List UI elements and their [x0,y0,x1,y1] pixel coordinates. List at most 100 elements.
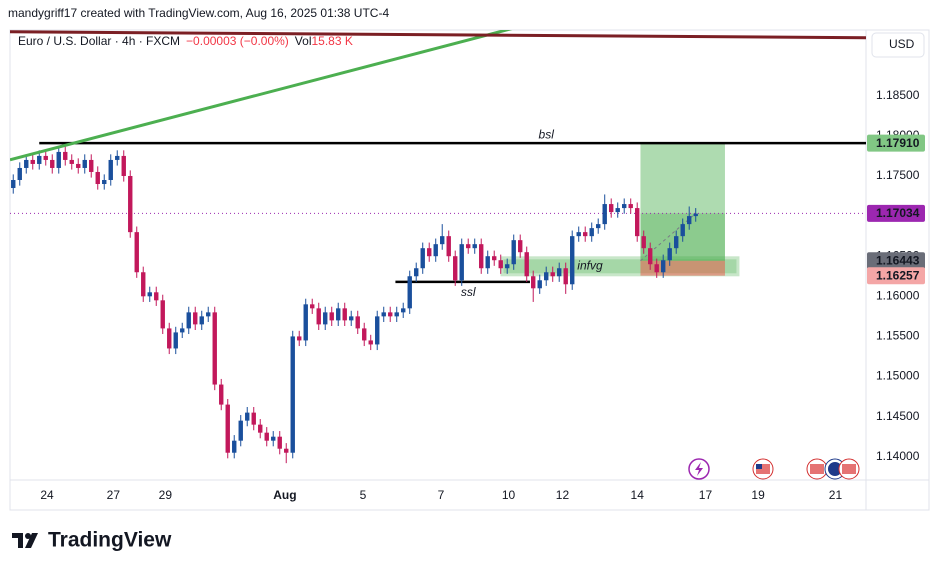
level-label: bsl [539,127,555,141]
candle-body [134,232,139,273]
candle-body [141,272,146,297]
candle-body [453,256,458,281]
candle-body [167,328,172,349]
candle-body [680,224,685,237]
candle-body [76,163,81,168]
candle-body [206,312,211,317]
candle-body [511,240,516,265]
candle-body [102,180,107,185]
price-label: 1.16443 [876,253,920,267]
candle-body [160,300,165,329]
y-tick-label: 1.15500 [876,329,920,343]
candle-body [407,276,412,309]
candle-body [459,244,464,281]
price-label: 1.17910 [876,136,920,150]
x-tick-label: 17 [699,488,713,502]
candle-body [121,155,126,176]
candle-body [154,292,159,301]
candle-body [342,308,347,321]
level-label: ssl [461,285,476,299]
candle-body [212,312,217,385]
candle-body [251,412,256,425]
candle-body [687,216,692,225]
candle-body [329,312,334,321]
candle-body [43,155,48,160]
candle-body [602,204,607,225]
candle-body [641,236,646,249]
candle-body [128,175,133,233]
candle-body [537,280,542,289]
candle-body [258,424,263,433]
candle-body [693,213,698,217]
candle-body [622,204,627,209]
candle-body [368,340,373,345]
candle-body [115,155,120,160]
candle-body [349,316,354,321]
candle-body [628,204,633,209]
candle-body [24,159,29,168]
candle-body [303,304,308,341]
candle-body [277,436,282,449]
candle-body [563,268,568,285]
candle-body [498,260,503,269]
candle-body [50,159,55,168]
x-tick-label: 21 [829,488,843,502]
stop-zone [640,260,725,276]
brand: TradingView [48,529,172,552]
change: −0.00003 (−0.00%) [186,34,289,48]
currency-box[interactable] [871,32,925,58]
candle-body [63,151,68,160]
trendline [10,30,513,162]
candle-body [589,228,594,237]
candle-body [381,312,386,317]
candle-body [524,252,529,277]
candle-body [11,180,16,189]
candle-body [355,316,360,329]
candle-body [479,244,484,269]
candle-body [180,328,185,333]
candle-body [336,308,341,321]
x-tick-label: 7 [438,488,445,502]
candle-body [576,232,581,237]
candle-body [95,171,100,185]
price-label-bg [867,204,925,222]
candle-body [284,448,289,453]
candle-body [674,236,679,249]
candle-body [420,248,425,269]
candle-body [173,332,178,349]
candle-body [388,312,393,317]
x-tick-label: 24 [40,488,54,502]
candle-body [401,308,406,313]
price-label: 1.17034 [876,206,920,220]
candle-body [225,404,230,453]
candle-body [56,151,61,168]
symbol: Euro / U.S. Dollar · 4h · FXCM [18,34,180,48]
price-label-bg [867,267,925,285]
candle-body [310,304,315,309]
price-label: 1.16257 [876,268,920,282]
zone-label: infvg [577,258,603,272]
frame [9,29,930,511]
candle-body [232,440,237,453]
candle-body [466,244,471,249]
y-tick-label: 1.15000 [876,369,920,383]
candle-body [505,264,510,269]
candle-body [375,316,380,345]
x-tick-label: 10 [502,488,516,502]
y-tick-label: 1.14000 [876,449,920,463]
candle-body [193,312,198,325]
candle-body [440,236,445,245]
candle-body [199,316,204,325]
candle-body [667,248,672,261]
candle-body [186,312,191,329]
overlay: 1.185001.180001.175001.165001.160001.155… [40,88,925,502]
y-tick-label: 1.16000 [876,288,920,302]
volume-label: Vol [295,34,312,48]
candle-body [323,312,328,325]
candle-body [37,155,42,164]
candle-body [583,232,588,237]
y-tick-label: 1.18500 [876,88,920,102]
candle-body [297,336,302,341]
x-tick-label: 14 [631,488,645,502]
y-tick-label: 1.14500 [876,409,920,423]
